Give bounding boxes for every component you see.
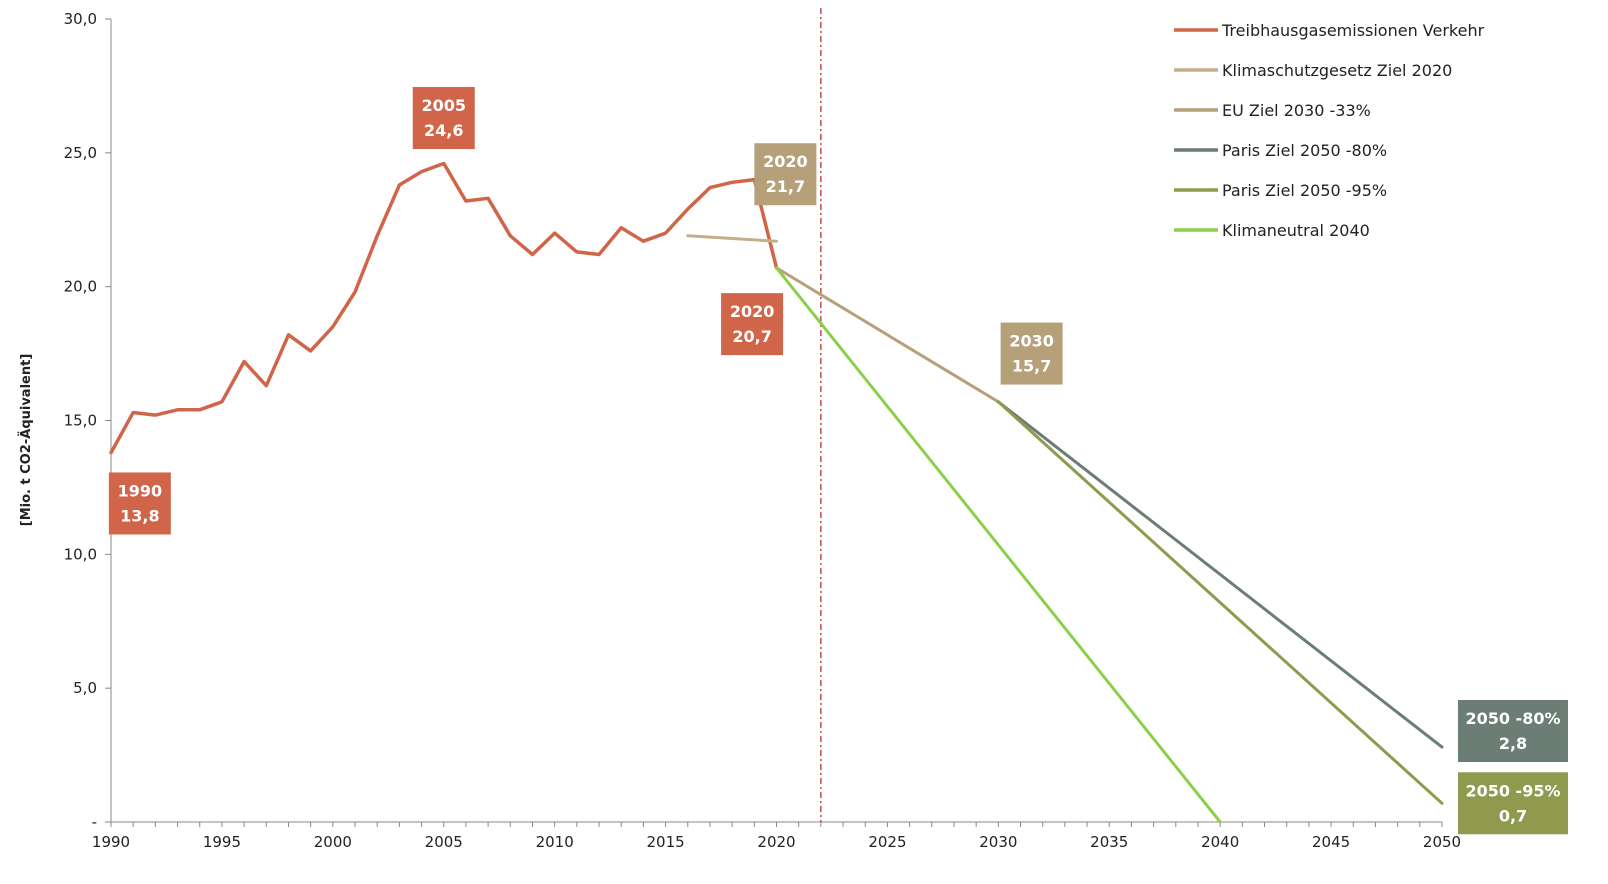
series-line [775, 266, 1222, 824]
x-tick-label: 1995 [203, 833, 241, 851]
legend-item: Paris Ziel 2050 -95% [1174, 181, 1387, 200]
series-line [109, 161, 779, 455]
data-label-box [1457, 772, 1568, 835]
data-label-text: 24,6 [424, 121, 463, 140]
y-tick-label: - [92, 813, 97, 831]
data-label-text: 15,7 [1012, 357, 1051, 376]
legend-item: Paris Ziel 2050 -80% [1174, 141, 1387, 160]
series-line [996, 400, 1444, 805]
data-label-text: 21,7 [766, 177, 805, 196]
y-axis-label: [Mio. t CO2-Äquivalent] [18, 354, 34, 527]
data-label-text: 2050 -95% [1465, 781, 1560, 800]
data-label: 1990 13,8 [108, 472, 171, 535]
y-axis-title: [Mio. t CO2-Äquivalent] [18, 354, 34, 527]
data-label-box [721, 293, 784, 356]
x-tick-label: 2040 [1201, 833, 1239, 851]
y-tick-label: 5,0 [73, 679, 97, 697]
legend-label: Paris Ziel 2050 -95% [1222, 181, 1387, 200]
data-label: 2050 -95% 0,7 [1457, 772, 1568, 835]
data-label: 2030 15,7 [1000, 322, 1063, 385]
x-tick-label: 2005 [425, 833, 463, 851]
y-tick-label: 30,0 [64, 10, 97, 28]
series-line [996, 400, 1444, 749]
data-label-text: 0,7 [1499, 806, 1527, 825]
legend-item: Treibhausgasemissionen Verkehr [1174, 21, 1485, 40]
data-label-text: 2050 -80% [1465, 709, 1560, 728]
y-tick-label: 20,0 [64, 278, 97, 296]
y-tick-label: 25,0 [64, 144, 97, 162]
legend-label: Klimaneutral 2040 [1222, 221, 1370, 240]
x-tick-label: 1990 [92, 833, 130, 851]
legend-item: Klimaschutzgesetz Ziel 2020 [1174, 61, 1452, 80]
x-tick-label: 2025 [868, 833, 906, 851]
legend: Treibhausgasemissionen Verkehr Klimaschut… [1174, 21, 1485, 240]
y-tick-label: 10,0 [64, 545, 97, 563]
legend-item: Klimaneutral 2040 [1174, 221, 1370, 240]
data-label-text: 2020 [730, 302, 775, 321]
legend-label: EU Ziel 2030 -33% [1222, 101, 1371, 120]
series-line [775, 266, 1000, 404]
data-label: 2020 21,7 [754, 143, 817, 206]
series-group [109, 161, 1444, 824]
x-tick-label: 2010 [536, 833, 574, 851]
data-label-text: 2030 [1009, 332, 1054, 351]
x-tick-label: 2020 [757, 833, 795, 851]
series-line [686, 234, 778, 243]
data-label: 2005 24,6 [412, 87, 475, 150]
x-tick-label: 2050 [1423, 833, 1461, 851]
data-label-box [108, 472, 171, 535]
data-label: 2050 -80% 2,8 [1457, 699, 1568, 762]
axes: - 5,0 10,0 15,0 20,0 25,0 30,0 1990 1995 2000 2005… [64, 10, 1462, 851]
data-label-text: 13,8 [120, 506, 159, 525]
data-label-text: 2005 [421, 96, 466, 115]
data-label-box [1000, 322, 1063, 385]
data-label: 2020 20,7 [721, 293, 784, 356]
data-label-text: 1990 [118, 481, 163, 500]
data-label-box [1457, 699, 1568, 762]
legend-item: EU Ziel 2030 -33% [1174, 101, 1371, 120]
data-label-box [754, 143, 817, 206]
data-label-box [412, 87, 475, 150]
x-tick-label: 2045 [1312, 833, 1350, 851]
x-tick-label: 2015 [646, 833, 684, 851]
data-label-text: 20,7 [732, 327, 771, 346]
annotations-group: 1990 13,8 2005 24,6 2020 21,7 2020 20,7 2030 15,7… [108, 87, 1568, 835]
x-tick-label: 2035 [1090, 833, 1128, 851]
x-tick-label: 2000 [314, 833, 352, 851]
y-tick-label: 15,0 [64, 412, 97, 430]
legend-label: Klimaschutzgesetz Ziel 2020 [1222, 61, 1452, 80]
legend-label: Treibhausgasemissionen Verkehr [1221, 21, 1485, 40]
x-tick-label: 2030 [979, 833, 1017, 851]
legend-label: Paris Ziel 2050 -80% [1222, 141, 1387, 160]
data-label-text: 2020 [763, 152, 808, 171]
data-label-text: 2,8 [1499, 734, 1527, 753]
